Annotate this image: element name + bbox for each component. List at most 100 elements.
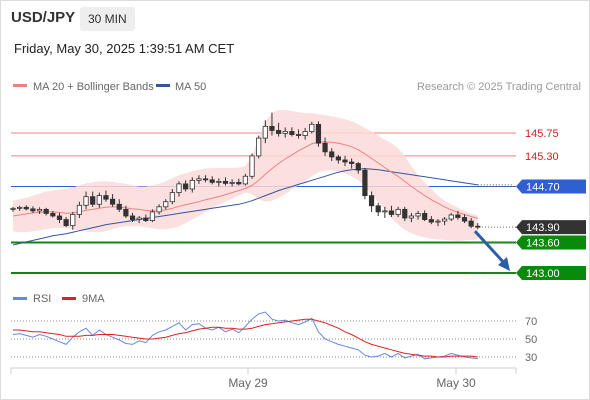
candle xyxy=(355,162,361,174)
candle-body xyxy=(83,196,89,206)
candle xyxy=(329,148,335,161)
candle xyxy=(216,178,222,187)
candle-body xyxy=(70,214,76,227)
candle xyxy=(129,212,136,223)
candle-body xyxy=(455,214,461,218)
candle xyxy=(335,154,341,164)
level-label-2: 144.70 xyxy=(526,181,560,193)
candle xyxy=(315,121,322,147)
candle-body xyxy=(448,214,454,220)
rsi-tick-label-2: 30 xyxy=(525,352,537,364)
candle xyxy=(36,207,43,214)
level-label-4: 143.60 xyxy=(526,237,560,249)
candle-body xyxy=(202,178,209,181)
candle xyxy=(116,199,122,212)
candle-body xyxy=(183,183,189,190)
level-tag-3 xyxy=(516,220,586,235)
copyright-text: Research © 2025 Trading Central xyxy=(417,81,581,93)
candle xyxy=(388,205,395,217)
candle xyxy=(50,210,56,218)
candle xyxy=(402,206,408,222)
candle-body xyxy=(269,125,275,131)
candle xyxy=(103,190,109,202)
candle xyxy=(149,209,156,223)
candle xyxy=(43,207,49,216)
candle-body xyxy=(402,208,408,219)
candle-body xyxy=(362,169,368,197)
candle xyxy=(123,205,129,219)
candle xyxy=(63,217,69,228)
candle-body xyxy=(342,159,348,163)
legend-ma50-swatch xyxy=(156,84,170,87)
candle xyxy=(229,179,235,187)
candle xyxy=(428,215,434,225)
candle-body xyxy=(96,195,102,205)
legend-rsi-label: RSI xyxy=(33,293,51,305)
candle xyxy=(322,137,328,156)
x-tick-label-0: May 29 xyxy=(228,376,268,390)
candle-body xyxy=(475,225,481,228)
candle xyxy=(262,120,268,144)
candles-layer xyxy=(10,112,481,230)
candle xyxy=(256,135,262,159)
candle xyxy=(70,211,76,230)
x-tick-label-1: May 30 xyxy=(436,376,476,390)
candle-body xyxy=(375,205,381,213)
candle-body xyxy=(163,201,169,208)
candle xyxy=(269,112,275,136)
candle xyxy=(455,210,461,220)
datetime-label: Friday, May 30, 2025 1:39:51 AM CET xyxy=(14,41,235,56)
candle-body xyxy=(315,123,322,144)
candle xyxy=(169,189,175,205)
candle-body xyxy=(50,213,56,217)
candle xyxy=(249,153,255,179)
candle-body xyxy=(435,220,441,223)
level-label-0: 145.75 xyxy=(525,128,559,140)
candle xyxy=(143,214,149,223)
candle-body xyxy=(90,196,96,205)
candle xyxy=(461,214,468,224)
candle xyxy=(10,206,16,212)
candle-body xyxy=(262,125,268,139)
candle xyxy=(156,204,162,215)
candle-body xyxy=(242,175,248,185)
symbol-title: USD/JPY xyxy=(11,9,76,26)
candle xyxy=(408,212,415,223)
candle xyxy=(189,177,195,193)
candle-body xyxy=(349,161,355,164)
candle xyxy=(468,218,474,229)
candle xyxy=(289,127,295,137)
candle-body xyxy=(382,210,388,213)
candle-body xyxy=(461,217,468,222)
candle-body xyxy=(156,206,162,213)
candle-body xyxy=(295,134,302,136)
timeframe-badge[interactable]: 30 MIN xyxy=(80,7,135,31)
candle xyxy=(309,121,315,134)
legend-9ma-label: 9MA xyxy=(82,293,105,305)
candle-body xyxy=(110,198,116,205)
candle xyxy=(302,127,308,140)
candle-body xyxy=(56,215,63,220)
forecast-arrow-shaft xyxy=(473,230,508,267)
candle-body xyxy=(222,180,229,184)
candle xyxy=(90,191,96,207)
rsi-line xyxy=(12,311,478,360)
candle-body xyxy=(209,179,215,183)
legend-9ma-swatch xyxy=(62,297,76,300)
candle xyxy=(17,205,23,211)
candle xyxy=(441,217,448,226)
candle xyxy=(222,177,229,186)
candle xyxy=(375,202,381,216)
candle xyxy=(422,210,428,222)
forecast-arrow-layer xyxy=(473,230,510,271)
candle-body xyxy=(196,178,202,181)
candle-body xyxy=(388,210,395,215)
candle-body xyxy=(123,208,129,217)
candle-body xyxy=(43,208,49,214)
level-tag-4 xyxy=(516,235,586,250)
candle-body xyxy=(302,131,308,136)
level-tag-2 xyxy=(516,179,586,194)
forecast-arrow-head xyxy=(498,257,510,271)
candle xyxy=(23,205,29,211)
candle xyxy=(30,206,36,213)
